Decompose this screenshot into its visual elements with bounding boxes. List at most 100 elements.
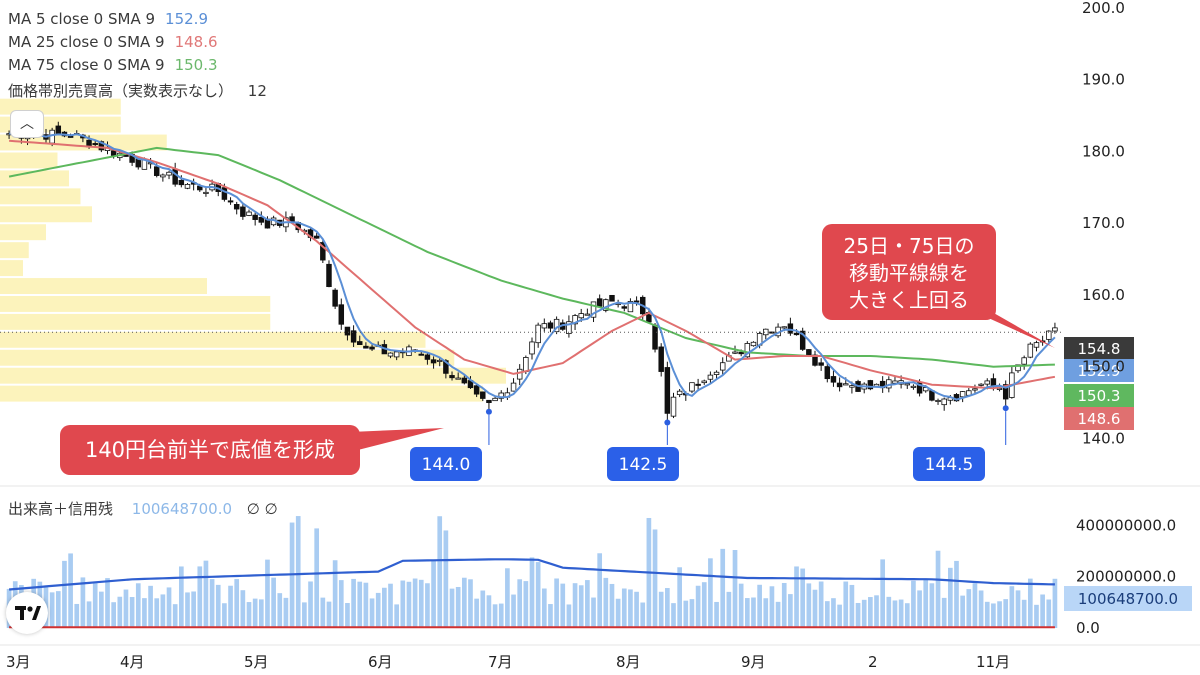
candle-body [793,332,800,336]
candle-body [240,206,246,217]
volume-bar [892,600,898,628]
ma-legend-row[interactable]: MA 5 close 0 SMA 9 152.9 [8,10,208,28]
candle-body [461,377,468,384]
volume-bar [394,604,399,628]
candle-body [369,346,375,350]
tv-logo-icon [15,606,41,620]
candle-body [166,171,172,176]
price-badge [1064,384,1134,407]
candle-body [781,326,787,329]
volume-bar [62,560,67,628]
volume-bar [1040,594,1045,628]
volume-bar [917,590,922,628]
candle-body [818,362,824,366]
collapse-legend-button[interactable]: ︿ [10,110,44,138]
candle-body [843,383,849,386]
volume-bar [129,597,135,628]
candle-body [203,191,209,194]
volume-bar [640,602,646,628]
volume-bar [621,588,627,628]
candle-body [516,368,523,380]
volume-bar [634,591,639,628]
volume-bar [166,587,172,628]
callout-left-pointer [350,428,444,452]
volume-bar [375,592,381,628]
candle-body [1052,327,1058,332]
volume-bar [351,578,356,628]
volume-bar [769,586,775,628]
volume-profile-bar [0,367,506,384]
candle-body [719,362,726,371]
volume-bar [314,528,320,628]
candle-body [332,289,338,307]
candle-body [541,323,548,329]
volume-profile-bar [0,134,167,151]
candle-body [320,242,326,261]
candle-body [695,383,701,386]
volume-bar [665,588,670,628]
candle-body [338,304,345,325]
candle-body [357,341,363,345]
volume-bar [941,597,947,628]
volume-bar [437,516,443,628]
candle-body [172,168,178,185]
volume-profile-bar [0,295,271,312]
candle-body [609,294,615,302]
volume-bar [172,604,178,628]
volume-bar [689,599,695,628]
volume-profile-bar [0,385,483,402]
volume-bar [1027,578,1033,628]
volume-bar [886,596,892,628]
volume-profile-bar [0,170,69,187]
volume-bar [505,568,510,628]
volume-bar [831,598,836,628]
volume-bar [246,602,252,628]
candle-body [578,313,584,319]
ma-legend-label: MA 75 close 0 SMA 9 [8,56,165,74]
volume-tick-label: 400000000.0 [1076,516,1176,534]
candle-body [153,166,160,176]
candle-body [787,323,794,334]
ma-legend-row[interactable]: MA 75 close 0 SMA 9 150.3 [8,56,218,74]
candle-body [529,341,535,355]
volume-bar [757,584,762,628]
volume-bar [535,562,541,628]
volume-bar [911,580,916,628]
candle-body [836,382,843,388]
volume-bar [55,591,61,628]
candle-body [701,380,707,384]
time-axis-label: 3月 [6,653,31,671]
volume-bar [751,597,756,628]
candle-body [344,326,351,336]
tradingview-logo[interactable] [6,592,48,634]
volume-bar [541,588,547,628]
candle-body [664,367,671,414]
volume-bar [732,550,738,628]
volume-bar [628,589,633,628]
volume-bar [578,585,584,628]
candle-body [418,353,425,356]
candle-body [1021,357,1027,365]
candle-body [916,382,923,394]
hidden-series-icons[interactable]: ∅ ∅ [246,500,278,518]
margin-buy-line [9,558,1055,591]
callout-right-text: 大きく上回る [849,288,969,312]
volume-profile-bar [0,331,426,348]
candle-body [621,306,628,309]
time-axis-label: 2 [868,653,878,671]
callout-left-text: 140円台前半で底値を形成 [85,438,335,462]
candle-body [652,324,658,350]
volume-bar [135,583,141,628]
candle-body [744,343,751,358]
ma-legend-row[interactable]: MA 25 close 0 SMA 9 148.6 [8,33,218,51]
candle-body [1046,330,1052,340]
volume-bar [486,595,492,628]
callout-right-text: 25日・75日の [844,234,975,258]
volume-bar [265,559,270,628]
volume-bar [461,577,467,628]
volume-bar [222,603,227,628]
candle-body [572,315,578,325]
low-badge [607,447,679,481]
volume-badge [1064,586,1192,611]
